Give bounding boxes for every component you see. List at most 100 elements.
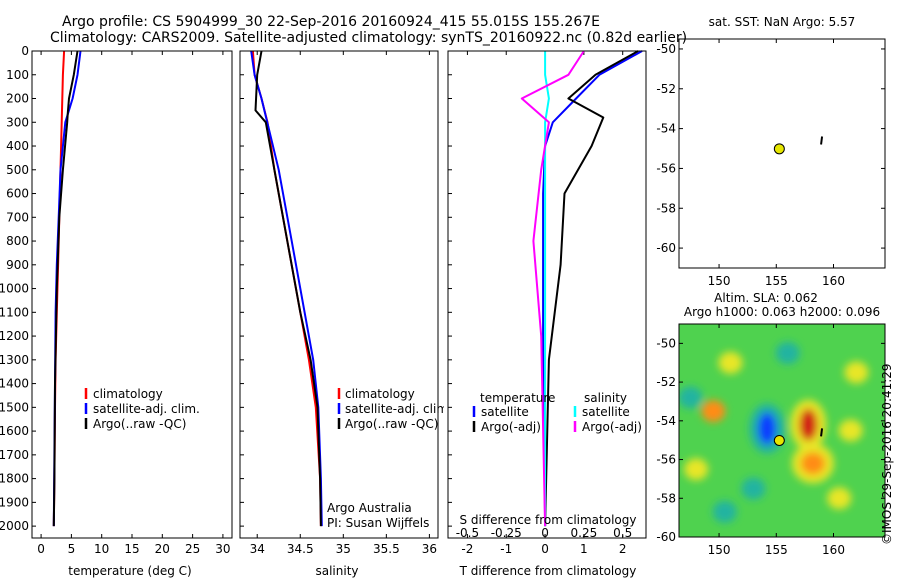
difference-legend-s-label: satellite (582, 405, 630, 419)
temperature-legend-label: climatology (93, 387, 163, 401)
temperature-frame (31, 50, 233, 539)
sst-ytick-label: -58 (656, 201, 676, 215)
temp-ytick-label: 0 (21, 46, 29, 58)
difference-ticks: -2 -1 0 1 2 -0.5 -0.25 0 0.25 0.5 (448, 50, 632, 556)
temp-ytick-label: 700 (6, 210, 29, 224)
sla-anomaly (679, 386, 703, 409)
t-difference-label: T difference from climatology (459, 564, 637, 578)
difference-s-tick-label: 0 (541, 526, 549, 540)
temp-xtick-label: 20 (155, 542, 170, 556)
temp-ytick-label: 900 (6, 258, 29, 272)
sla-ytick-label: -56 (656, 453, 676, 467)
temp-ytick-label: 1500 (0, 400, 29, 414)
sal-series-0 (251, 50, 322, 527)
profile-title: Argo profile: CS 5904999_30 22-Sep-2016 … (62, 14, 600, 30)
difference-xtick-label: 1 (580, 542, 588, 556)
difference-legend-s-label: Argo(-adj) (582, 420, 642, 434)
s-difference-label: S difference from climatology (460, 513, 637, 527)
salinity-series (250, 50, 323, 527)
temp-ytick-label: 1700 (0, 448, 29, 462)
sla-ytick-label: -58 (656, 491, 676, 505)
temp-ytick-label: 1600 (0, 424, 29, 438)
sla-ytick-label: -60 (656, 530, 676, 544)
temp-ytick-label: 400 (6, 139, 29, 153)
sla-anomaly (684, 458, 709, 481)
difference-s-tick-label: 0.5 (613, 526, 632, 540)
temp-ytick-label: 1000 (0, 282, 29, 296)
sst-xtick-label: 150 (708, 274, 731, 288)
sla-xtick-label: 150 (708, 543, 731, 557)
sla-anomaly (701, 400, 726, 423)
difference-legend-s-title: salinity (584, 391, 627, 405)
difference-legend-t-title: temperature (480, 391, 555, 405)
sst-ticks: 150 155 160 -50 -52 -54 -56 -58 -60 (656, 39, 885, 288)
sal-xtick-label: 34 (250, 542, 265, 556)
difference-series-1 (544, 50, 639, 527)
sla-anomaly (741, 477, 766, 500)
salinity-legend-label: satellite-adj. clim. (345, 402, 444, 416)
sla-title-2: Argo h1000: 0.063 h2000: 0.096 (684, 305, 880, 319)
difference-series-2 (544, 51, 550, 527)
salinity-ticks: 34 34.5 35 35.5 36 (240, 50, 437, 556)
sla-anomaly (844, 361, 869, 384)
sla-anomaly (775, 342, 800, 365)
sst-ytick-label: -52 (656, 82, 676, 96)
sla-anomaly (827, 487, 852, 510)
temperature-legend-label: Argo(..raw -QC) (93, 417, 186, 431)
difference-legend: temperature salinitysatelliteArgo(-adj)sa… (472, 391, 642, 434)
sst-map-panel: sat. SST: NaN Argo: 5.57 150 155 160 -50 -52… (656, 15, 886, 288)
sal-series-1 (250, 50, 323, 527)
temp-ytick-label: 2000 (0, 519, 29, 533)
temp-ytick-label: 1400 (0, 377, 29, 391)
sla-frame (678, 323, 886, 538)
salinity-xlabel: salinity (315, 564, 358, 578)
difference-panel: -2 -1 0 1 2 -0.5 -0.25 0 0.25 0.5 temperature sali… (447, 50, 647, 578)
temp-xtick-label: 30 (215, 542, 230, 556)
sla-ytick-label: -52 (656, 375, 676, 389)
temp-ytick-label: 100 (6, 68, 29, 82)
imos-credit: ©IMOS 29-Sep-2016 20:41:29 (880, 363, 894, 545)
temp-ytick-label: 1900 (0, 495, 29, 509)
sst-xtick-label: 160 (822, 274, 845, 288)
annotation-line-2: PI: Susan Wijffels (327, 516, 429, 530)
sal-xtick-label: 36 (422, 542, 437, 556)
temperature-legend-label: satellite-adj. clim. (93, 402, 200, 416)
annotation-line-1: Argo Australia (327, 501, 412, 515)
temperature-xlabel: temperature (deg C) (68, 564, 191, 578)
difference-frame (447, 50, 647, 539)
sla-anomalies (679, 342, 869, 523)
sla-points (773, 428, 824, 446)
sla-anomaly (799, 408, 818, 441)
difference-xtick-label: 2 (619, 542, 627, 556)
difference-xtick-label: -1 (500, 542, 512, 556)
temp-ytick-label: 1300 (0, 353, 29, 367)
sla-title-1: Altim. SLA: 0.062 (714, 291, 818, 305)
temp-ytick-label: 1800 (0, 472, 29, 486)
sst-xtick-label: 155 (765, 274, 788, 288)
sst-title: sat. SST: NaN Argo: 5.57 (709, 15, 856, 29)
salinity-legend-label: climatology (345, 387, 415, 401)
sla-xtick-label: 155 (765, 543, 788, 557)
sla-anomaly (712, 500, 737, 523)
temp-ytick-label: 500 (6, 163, 29, 177)
difference-s-tick-label: 0.25 (571, 526, 598, 540)
difference-series-3 (520, 50, 585, 527)
sst-ytick-label: -60 (656, 241, 676, 255)
sst-points (773, 136, 824, 155)
temp-xtick-label: 10 (94, 542, 109, 556)
temp-ytick-label: 300 (6, 115, 29, 129)
temp-ytick-label: 1200 (0, 329, 29, 343)
sla-anomaly (838, 419, 863, 442)
sal-series-2 (254, 50, 322, 527)
salinity-frame (239, 50, 439, 539)
temp-xtick-label: 5 (68, 542, 76, 556)
sal-xtick-label: 35.5 (373, 542, 400, 556)
sst-ytick-label: -50 (656, 42, 676, 56)
sal-xtick-label: 34.5 (287, 542, 314, 556)
sla-xtick-label: 160 (822, 543, 845, 557)
temperature-ticks: 0 5 10 15 20 25 300100200300400500600700800900… (0, 46, 231, 556)
sst-ytick-label: -56 (656, 161, 676, 175)
temp-ytick-label: 1100 (0, 305, 29, 319)
sla-ytick-label: -54 (656, 414, 676, 428)
